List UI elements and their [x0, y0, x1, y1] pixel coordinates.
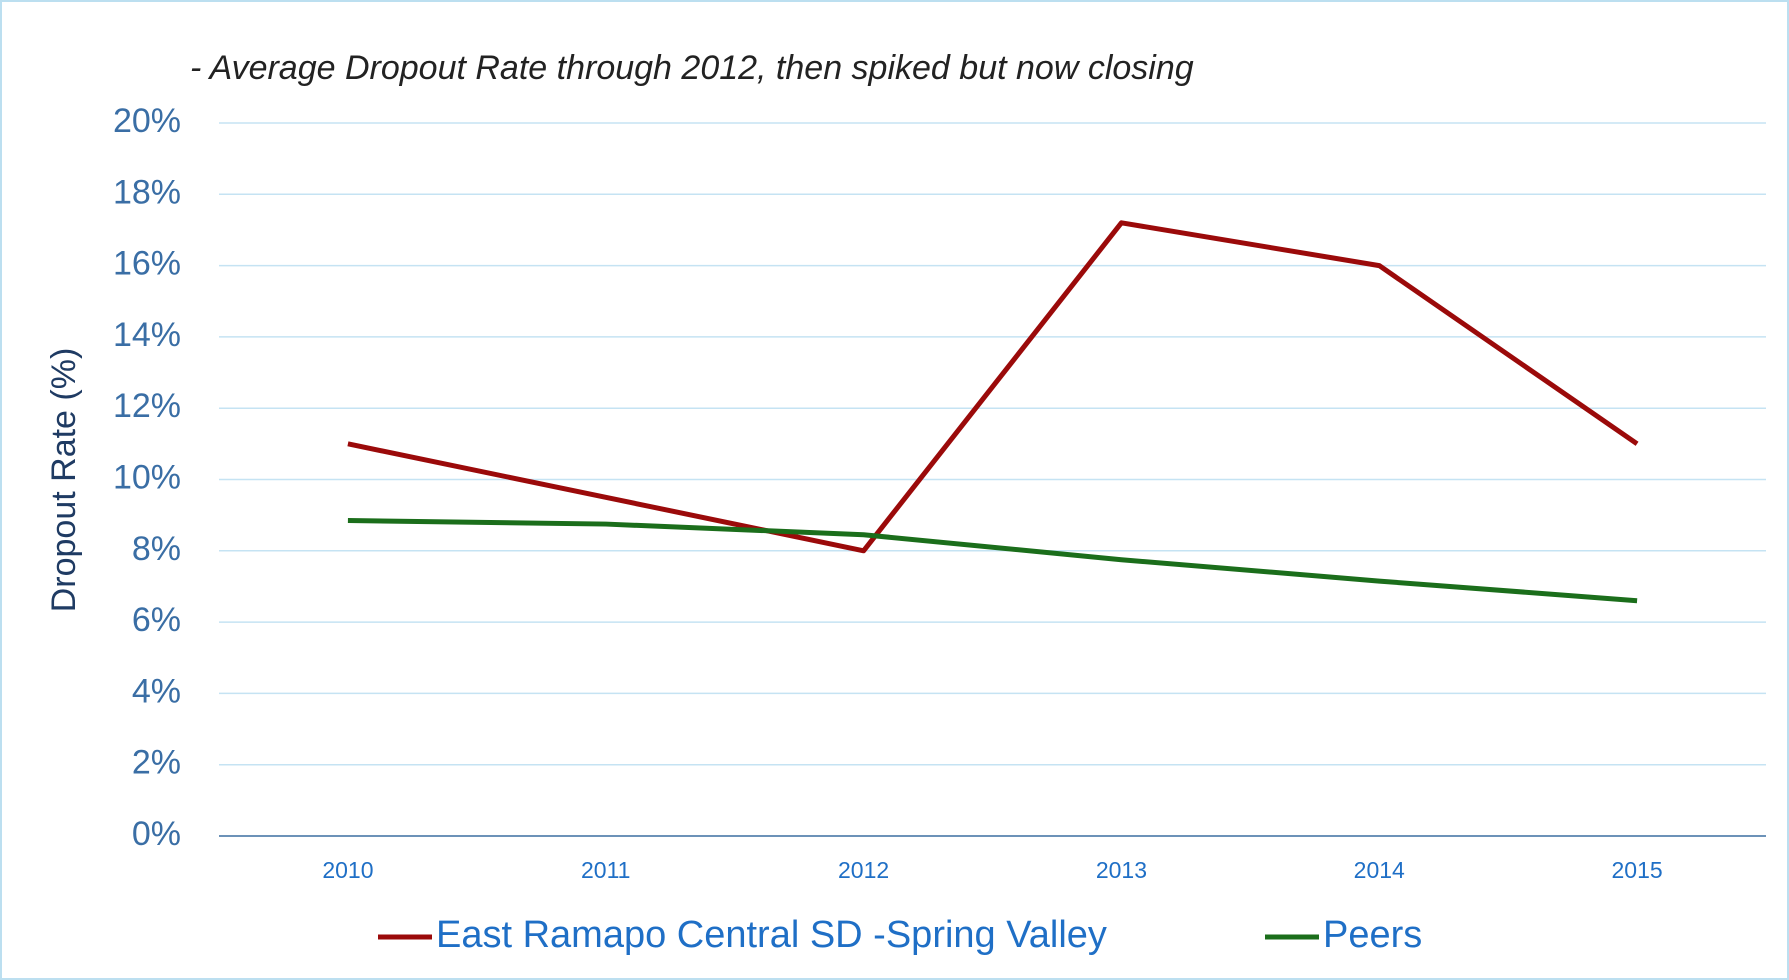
y-tick-label: 18% [113, 173, 181, 211]
x-tick-label: 2011 [581, 857, 630, 883]
data-line [347, 517, 1638, 604]
x-tick-label: 2010 [322, 857, 373, 883]
y-tick-label: 2% [132, 744, 181, 782]
y-tick-label: 12% [113, 387, 181, 425]
y-tick-label: 14% [113, 316, 181, 354]
y-tick-label: 6% [132, 601, 181, 639]
y-tick-label: 0% [132, 815, 181, 853]
data-line [347, 220, 1639, 554]
y-tick-label: 20% [113, 102, 181, 140]
x-tick-label: 2013 [1096, 857, 1147, 883]
x-tick-label: 2015 [1611, 857, 1662, 883]
legend-label: East Ramapo Central SD -Spring Valley [436, 914, 1107, 956]
x-tick-label: 2012 [838, 857, 889, 883]
y-tick-label: 10% [113, 458, 181, 496]
y-tick-label: 8% [132, 530, 181, 568]
y-tick-label: 4% [132, 672, 181, 710]
legend-label: Peers [1323, 914, 1422, 956]
y-tick-label: 16% [113, 245, 181, 283]
x-tick-label: 2014 [1354, 857, 1405, 883]
chart-title: - Average Dropout Rate through 2012, the… [190, 49, 1194, 87]
y-axis-label: Dropout Rate (%) [45, 348, 83, 613]
